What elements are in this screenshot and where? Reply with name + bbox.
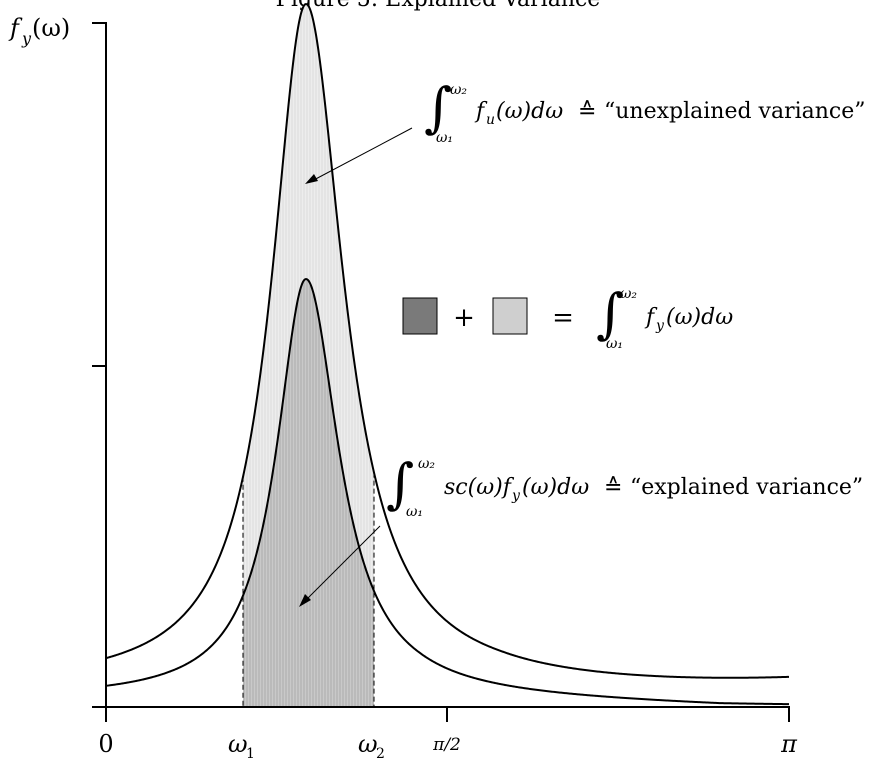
svg-text:ω₁: ω₁ <box>406 504 423 520</box>
svg-text:(ω)dω: (ω)dω <box>666 305 733 330</box>
svg-text:2: 2 <box>376 746 385 760</box>
svg-text:(ω)dω: (ω)dω <box>522 475 589 500</box>
inner-shaded-band <box>243 279 374 707</box>
spectrum-curve-explained <box>105 277 790 706</box>
svg-text:ω₂: ω₂ <box>450 82 467 98</box>
svg-text:ω₁: ω₁ <box>436 130 453 146</box>
y-axis-label: f y (ω) <box>8 14 70 48</box>
svg-text:(ω)dω: (ω)dω <box>496 99 563 124</box>
svg-text:“unexplained variance”: “unexplained variance” <box>604 99 866 124</box>
svg-text:f: f <box>8 14 23 42</box>
explained-variance-annotation: ∫ ω₂ ω₁ sc(ω)f y (ω)dω ≙ “explained vari… <box>386 452 863 520</box>
svg-text:ω₁: ω₁ <box>606 336 623 352</box>
unexplained-arrowhead <box>305 174 318 184</box>
svg-text:≙: ≙ <box>604 475 622 500</box>
svg-text:ω: ω <box>358 730 378 758</box>
svg-text:+: + <box>453 303 475 333</box>
x-tick-label-zero: 0 <box>98 730 113 758</box>
svg-text:ω₂: ω₂ <box>620 286 637 302</box>
explained-arrowhead <box>299 594 311 607</box>
x-tick-label-omega2: ω 2 <box>358 730 385 760</box>
unexplained-variance-annotation: ∫ ω₂ ω₁ f u (ω)dω ≙ “unexplained varianc… <box>424 76 866 146</box>
svg-text:ω: ω <box>228 730 248 758</box>
svg-text:1: 1 <box>246 746 255 760</box>
unexplained-legend-box <box>492 297 528 335</box>
svg-text:y: y <box>655 318 665 334</box>
explained-arrow <box>303 525 381 603</box>
integral-sign: ∫ <box>424 76 452 139</box>
svg-text:ω₂: ω₂ <box>418 456 435 472</box>
x-tick-label-omega1: ω 1 <box>228 730 255 760</box>
svg-text:u: u <box>486 112 495 128</box>
svg-text:=: = <box>552 303 574 333</box>
sum-equation: + = ∫ ω₂ ω₁ f y (ω)dω <box>402 282 733 352</box>
svg-text:“explained variance”: “explained variance” <box>630 475 863 500</box>
svg-text:≙: ≙ <box>578 99 596 124</box>
svg-text:(ω): (ω) <box>32 14 70 42</box>
integral-sign-explained: ∫ <box>386 452 414 515</box>
svg-text:y: y <box>21 29 32 48</box>
x-tick-label-halfpi: π/2 <box>432 735 461 755</box>
figure-title: Figure 5: Explained Variance <box>276 0 601 12</box>
integral-sign-sum: ∫ <box>596 282 624 345</box>
x-tick-label-pi: π <box>780 730 798 758</box>
unexplained-arrow <box>309 127 413 183</box>
svg-text:sc(ω)f: sc(ω)f <box>444 475 515 500</box>
spectrum-curve-fy <box>105 2 790 679</box>
explained-legend-box <box>402 297 438 335</box>
svg-text:y: y <box>511 488 521 504</box>
